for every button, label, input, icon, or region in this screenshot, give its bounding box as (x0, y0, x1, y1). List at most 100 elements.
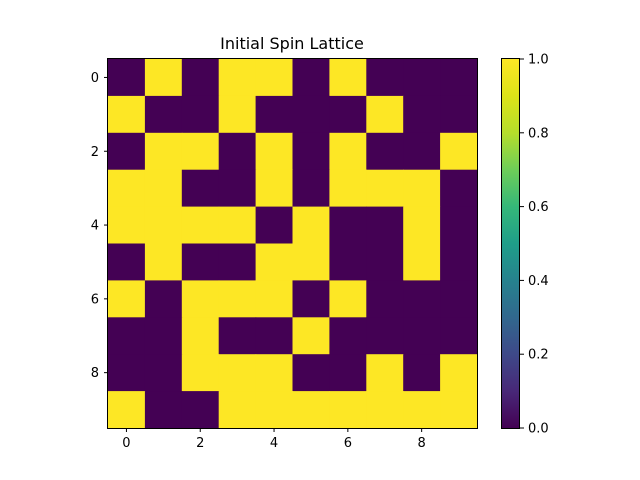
heatmap-cell (218, 132, 257, 171)
heatmap-cell (440, 206, 478, 245)
heatmap-cell (181, 354, 220, 392)
heatmap-cell (440, 354, 478, 392)
heatmap-cell (144, 354, 183, 392)
x-tick-label: 8 (418, 436, 426, 451)
heatmap-cell (181, 317, 220, 355)
heatmap-cell (292, 95, 330, 134)
heatmap-cell (403, 169, 441, 208)
heatmap-cell (108, 280, 146, 318)
heatmap-cell (292, 132, 330, 171)
heatmap-cell (440, 391, 478, 429)
heatmap-cell (329, 243, 367, 281)
heatmap-cell (218, 206, 257, 245)
heatmap-cell (329, 354, 367, 392)
heatmap-cell (181, 243, 220, 281)
plot-frame (107, 58, 478, 429)
heatmap-cell (403, 317, 441, 355)
heatmap-cell (108, 391, 146, 429)
heatmap-cell (255, 317, 294, 355)
colorbar-tick-label: 0.0 (528, 422, 549, 437)
heatmap-cell (255, 391, 294, 429)
heatmap-cell (181, 206, 220, 245)
heatmap-cell (292, 206, 330, 245)
y-tick-label: 2 (91, 145, 99, 160)
heatmap-cell (366, 169, 404, 208)
colorbar-ticks: 0.0 0.2 0.4 0.6 0.8 1.0 (520, 53, 549, 437)
heatmap-cell (218, 354, 257, 392)
heatmap-cell (108, 354, 146, 392)
heatmap-cell (108, 317, 146, 355)
heatmap-cell (292, 243, 330, 281)
heatmap-cell (181, 132, 220, 171)
heatmap-cell (366, 95, 404, 134)
heatmap-cell (108, 132, 146, 171)
heatmap-cell (366, 391, 404, 429)
y-tick-label: 0 (91, 71, 99, 86)
heatmap-cell (366, 280, 404, 318)
heatmap-cell (181, 391, 220, 429)
heatmap-cell (403, 243, 441, 281)
heatmap-cell (255, 95, 294, 134)
colorbar-frame (501, 58, 520, 429)
heatmap-cell (255, 354, 294, 392)
x-tick-label: 2 (196, 436, 204, 451)
heatmap-cell (144, 280, 183, 318)
heatmap-cell (366, 317, 404, 355)
heatmap-cell (440, 95, 478, 134)
heatmap-cell (366, 243, 404, 281)
x-tick-label: 4 (270, 436, 278, 451)
colorbar-gradient (501, 59, 520, 428)
heatmap-cell (403, 132, 441, 171)
heatmap-cell (329, 280, 367, 318)
heatmap-cell (440, 132, 478, 171)
heatmap-cell (366, 132, 404, 171)
heatmap-cell (329, 206, 367, 245)
heatmap-cell (292, 280, 330, 318)
y-axis: 0 2 4 6 8 (91, 71, 108, 381)
y-tick-label: 8 (91, 366, 99, 381)
heatmap-cell (366, 354, 404, 392)
heatmap-cell (329, 95, 367, 134)
heatmap-cell (255, 206, 294, 245)
heatmap-cell (218, 95, 257, 134)
heatmap-cell (403, 354, 441, 392)
heatmap-cell (440, 317, 478, 355)
heatmap-cell (403, 280, 441, 318)
heatmap-cell (181, 95, 220, 134)
heatmap-cell (403, 59, 441, 97)
heatmap-cell (108, 59, 146, 97)
heatmap-cell (144, 317, 183, 355)
heatmap-cell (440, 59, 478, 97)
heatmap-cell (218, 59, 257, 97)
heatmap-cell (292, 59, 330, 97)
heatmap-cell (440, 243, 478, 281)
heatmap-cell (108, 243, 146, 281)
heatmap-cell (181, 59, 220, 97)
heatmap-cell (329, 169, 367, 208)
heatmap-cells (108, 59, 478, 429)
heatmap-cell (329, 317, 367, 355)
heatmap-cell (366, 206, 404, 245)
heatmap-cell (255, 169, 294, 208)
heatmap-cell (218, 391, 257, 429)
heatmap-cell (144, 243, 183, 281)
heatmap-cell (144, 391, 183, 429)
heatmap-cell (403, 391, 441, 429)
heatmap-cell (218, 169, 257, 208)
heatmap-cell (144, 206, 183, 245)
heatmap-cell (108, 169, 146, 208)
colorbar-tick-label: 0.2 (528, 348, 549, 363)
y-tick-label: 6 (91, 292, 99, 307)
heatmap-cell (255, 59, 294, 97)
colorbar: 0.0 0.2 0.4 0.6 0.8 1.0 (501, 53, 549, 437)
heatmap-cell (181, 169, 220, 208)
heatmap-cell (181, 280, 220, 318)
heatmap-cell (403, 206, 441, 245)
heatmap-cell (108, 206, 146, 245)
heatmap-cell (440, 280, 478, 318)
heatmap-cell (144, 132, 183, 171)
heatmap-cell (292, 317, 330, 355)
heatmap-cell (292, 354, 330, 392)
chart-title: Initial Spin Lattice (220, 34, 364, 53)
colorbar-tick-label: 0.6 (528, 200, 549, 215)
